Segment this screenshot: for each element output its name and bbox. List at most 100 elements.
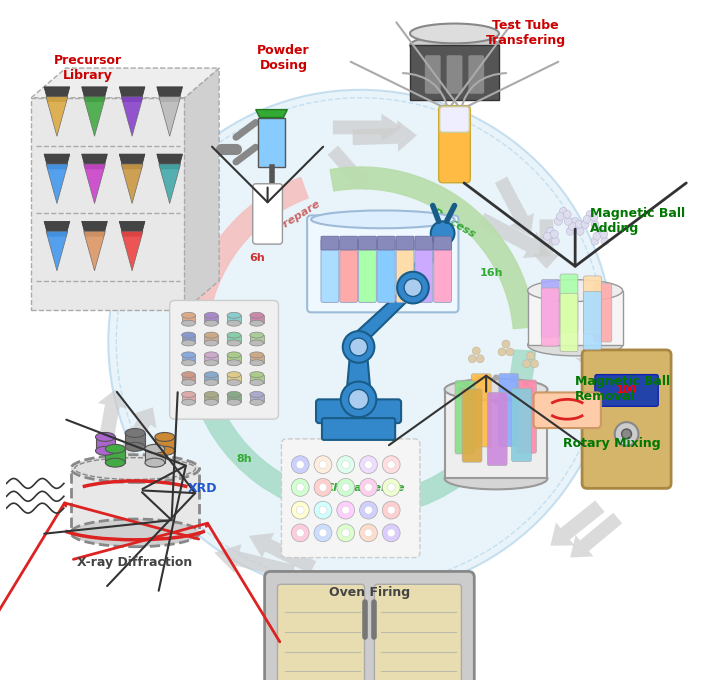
Circle shape <box>621 429 631 439</box>
FancyBboxPatch shape <box>560 274 578 332</box>
Circle shape <box>523 393 528 398</box>
Circle shape <box>581 220 589 228</box>
FancyBboxPatch shape <box>358 236 376 250</box>
Circle shape <box>383 456 400 473</box>
Circle shape <box>337 479 355 497</box>
Circle shape <box>337 456 355 473</box>
Circle shape <box>586 211 594 218</box>
FancyBboxPatch shape <box>533 393 601 428</box>
FancyBboxPatch shape <box>528 291 623 345</box>
Ellipse shape <box>227 380 241 386</box>
Circle shape <box>600 231 608 238</box>
Ellipse shape <box>155 447 174 456</box>
FancyBboxPatch shape <box>96 437 115 451</box>
Circle shape <box>397 272 429 304</box>
FancyBboxPatch shape <box>415 236 433 250</box>
Circle shape <box>591 237 599 245</box>
Circle shape <box>365 461 373 469</box>
FancyBboxPatch shape <box>425 55 440 94</box>
FancyBboxPatch shape <box>378 236 395 250</box>
Ellipse shape <box>204 313 218 318</box>
FancyBboxPatch shape <box>182 335 195 343</box>
Circle shape <box>365 529 373 537</box>
Ellipse shape <box>182 380 195 386</box>
Ellipse shape <box>155 432 174 441</box>
Ellipse shape <box>204 399 218 406</box>
FancyBboxPatch shape <box>439 105 470 183</box>
Polygon shape <box>257 118 285 167</box>
FancyBboxPatch shape <box>541 279 559 338</box>
Ellipse shape <box>204 320 218 326</box>
Polygon shape <box>157 154 182 169</box>
Circle shape <box>564 218 572 225</box>
FancyBboxPatch shape <box>155 437 174 451</box>
Circle shape <box>388 529 395 537</box>
FancyBboxPatch shape <box>250 395 264 402</box>
Ellipse shape <box>182 360 195 366</box>
FancyBboxPatch shape <box>204 375 218 382</box>
Text: Test Tube
Transfering: Test Tube Transfering <box>485 19 566 47</box>
Ellipse shape <box>71 455 199 482</box>
Polygon shape <box>157 87 182 102</box>
Circle shape <box>502 340 510 348</box>
Ellipse shape <box>204 360 218 366</box>
FancyBboxPatch shape <box>182 355 195 363</box>
Text: Oven Firing: Oven Firing <box>329 586 410 598</box>
Polygon shape <box>82 222 107 236</box>
FancyBboxPatch shape <box>250 315 264 324</box>
Polygon shape <box>46 231 68 271</box>
Circle shape <box>511 377 516 382</box>
Circle shape <box>615 422 638 446</box>
Ellipse shape <box>250 320 264 326</box>
Ellipse shape <box>145 445 164 453</box>
Circle shape <box>459 387 464 392</box>
FancyBboxPatch shape <box>250 375 264 382</box>
FancyBboxPatch shape <box>468 55 484 94</box>
Circle shape <box>511 397 516 402</box>
Circle shape <box>314 524 332 542</box>
Circle shape <box>360 501 378 519</box>
Polygon shape <box>119 154 145 169</box>
Circle shape <box>493 375 498 380</box>
Polygon shape <box>495 176 534 236</box>
Circle shape <box>528 387 533 392</box>
FancyBboxPatch shape <box>71 469 199 533</box>
Ellipse shape <box>125 429 145 438</box>
Circle shape <box>463 381 468 386</box>
Ellipse shape <box>250 313 264 318</box>
FancyBboxPatch shape <box>445 389 548 479</box>
Ellipse shape <box>528 334 623 356</box>
Circle shape <box>360 456 378 473</box>
Ellipse shape <box>311 211 455 228</box>
FancyBboxPatch shape <box>512 389 531 462</box>
Text: Rotary Mixing: Rotary Mixing <box>563 437 661 450</box>
Circle shape <box>531 360 538 368</box>
Polygon shape <box>98 389 127 445</box>
Circle shape <box>342 529 350 537</box>
Ellipse shape <box>250 399 264 406</box>
Ellipse shape <box>182 320 195 326</box>
Ellipse shape <box>105 458 125 467</box>
Polygon shape <box>84 96 105 136</box>
Ellipse shape <box>105 445 125 453</box>
Circle shape <box>291 456 309 473</box>
Circle shape <box>593 233 601 240</box>
Circle shape <box>498 348 506 356</box>
Ellipse shape <box>445 378 548 400</box>
Text: 100: 100 <box>616 386 636 395</box>
Circle shape <box>388 461 395 469</box>
Circle shape <box>314 501 332 519</box>
Ellipse shape <box>145 458 164 467</box>
Circle shape <box>473 347 480 355</box>
Circle shape <box>590 213 598 222</box>
FancyBboxPatch shape <box>250 335 264 343</box>
Circle shape <box>404 278 422 296</box>
Circle shape <box>360 524 378 542</box>
Ellipse shape <box>204 371 218 378</box>
FancyBboxPatch shape <box>182 375 195 382</box>
FancyBboxPatch shape <box>252 184 282 244</box>
Ellipse shape <box>227 399 241 406</box>
Text: Characterize: Characterize <box>326 484 405 493</box>
Ellipse shape <box>182 391 195 397</box>
Polygon shape <box>44 154 70 169</box>
